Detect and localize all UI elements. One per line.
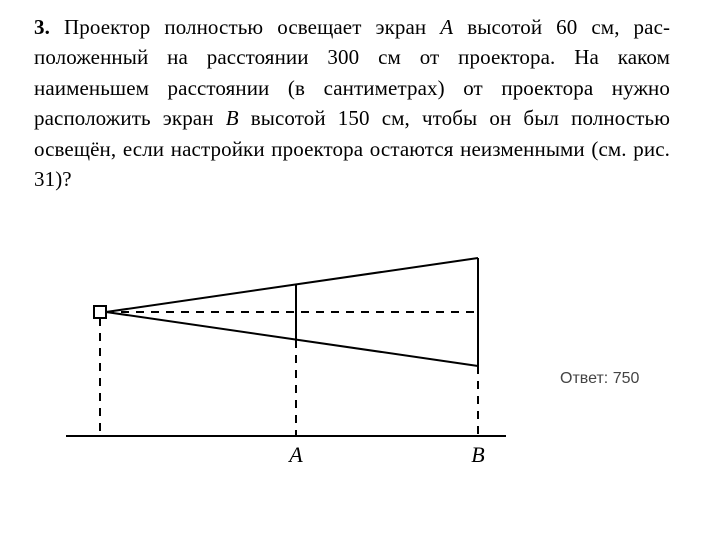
problem-number: 3.: [34, 15, 50, 39]
answer-label: Ответ:: [560, 370, 608, 387]
problem-text-1: Проектор полностью освещает экран: [64, 15, 440, 39]
page: 3. Проектор полностью освещает экран A в…: [0, 0, 720, 540]
figure: AB: [60, 224, 540, 474]
screen-B-ref: B: [226, 106, 239, 130]
answer-value: 750: [613, 370, 640, 387]
answer: Ответ: 750: [560, 370, 639, 388]
svg-text:A: A: [287, 442, 303, 467]
svg-text:B: B: [471, 442, 484, 467]
screen-A-ref: A: [440, 15, 453, 39]
problem-text: 3. Проектор полностью освещает экран A в…: [34, 12, 670, 195]
projector-diagram: AB: [60, 224, 540, 474]
